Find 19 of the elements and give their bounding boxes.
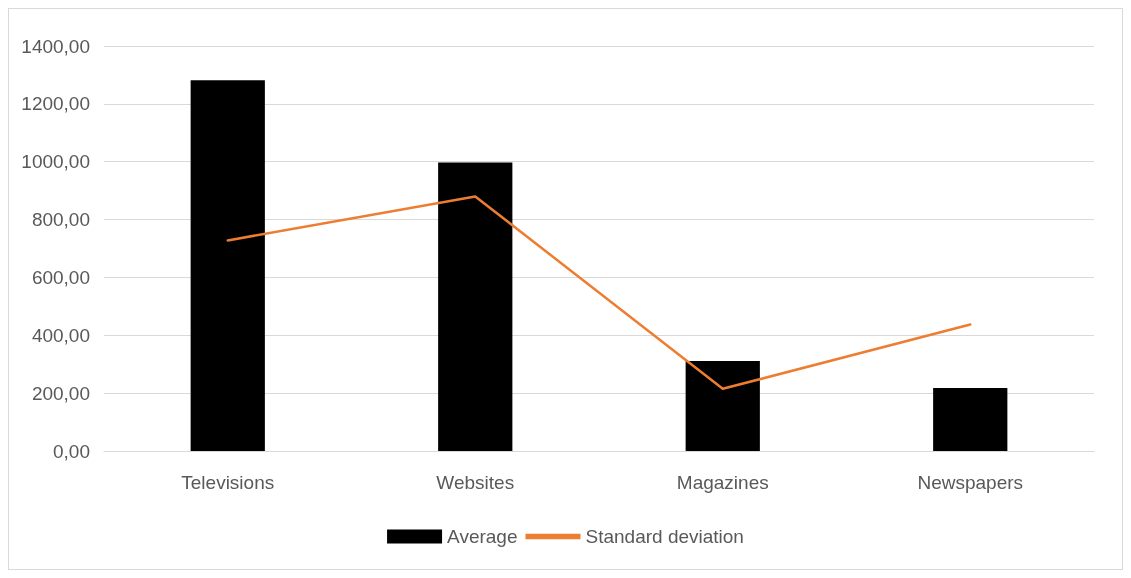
bar (190, 80, 265, 451)
x-tick-label: Websites (436, 472, 515, 493)
x-tick-label: Newspapers (917, 472, 1024, 493)
y-tick-label: 1200,00 (21, 93, 90, 115)
bar (438, 162, 513, 451)
line-series (226, 195, 972, 391)
y-tick-label: 1000,00 (21, 151, 90, 173)
y-tick-label: 1400,00 (21, 35, 90, 57)
y-tick-label: 200,00 (31, 382, 90, 404)
bar (933, 387, 1008, 451)
legend-label: Standard deviation (585, 526, 744, 547)
x-tick-label: Magazines (676, 472, 769, 493)
y-tick-label: 800,00 (31, 209, 90, 231)
legend-label: Average (447, 526, 518, 547)
y-tick-label: 0,00 (53, 440, 90, 462)
x-tick-label: Televisions (181, 472, 275, 493)
bar (685, 361, 760, 451)
y-tick-label: 400,00 (31, 324, 90, 346)
y-tick-label: 600,00 (31, 266, 90, 288)
